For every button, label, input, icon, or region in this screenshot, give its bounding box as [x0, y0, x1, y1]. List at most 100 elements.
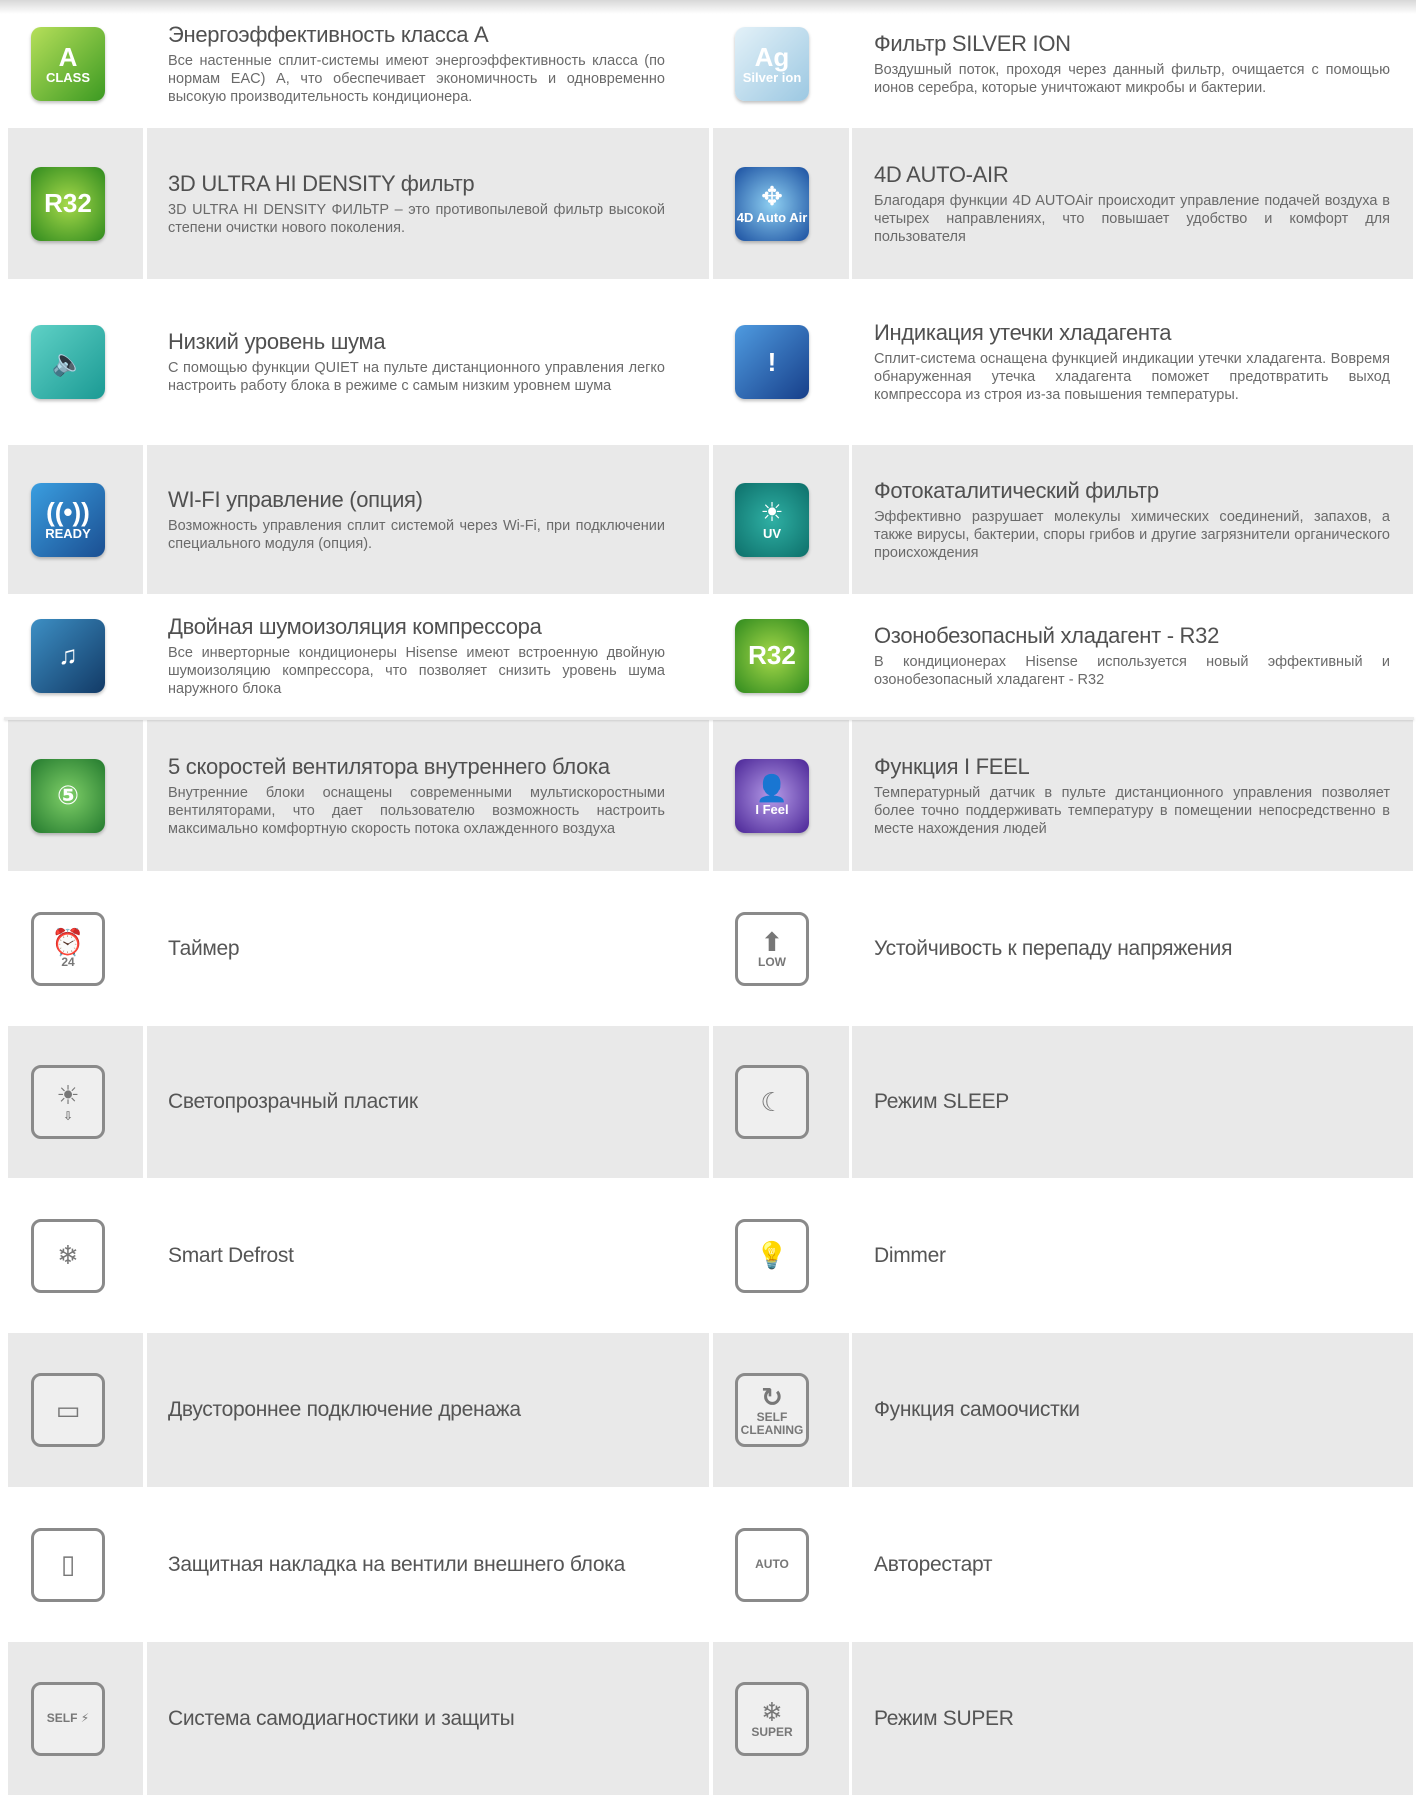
- icon-glyph: ▯: [60, 1549, 76, 1580]
- icon-label: LOW: [758, 955, 786, 970]
- feature-text-cell: [852, 1642, 1413, 1795]
- feature-text: Устойчивость к перепаду напряжения: [874, 871, 1390, 1026]
- icon-label: Silver ion: [742, 70, 802, 86]
- translucent-plastic-icon: ☀ ⇩: [31, 1065, 105, 1139]
- icon-glyph: 👤: [755, 773, 789, 804]
- icon-glyph: ✥: [761, 181, 783, 212]
- alarm-clock-timer-icon: ⏰ 24: [31, 911, 105, 986]
- feature-description: Возможность управления сплит системой че…: [168, 517, 665, 552]
- icon-glyph: ↻: [761, 1381, 783, 1412]
- icon-glyph: !: [767, 346, 777, 377]
- self-cleaning-icon: ↻ SELF CLEANING: [735, 1373, 809, 1447]
- feature-text-cell: [147, 1026, 709, 1178]
- silver-ion-filter-icon: Ag Silver ion: [735, 27, 809, 101]
- feature-text-cell: [852, 445, 1413, 594]
- icon-glyph: Ag: [754, 41, 790, 72]
- feature-description: Температурный датчик в пульте дистанцион…: [874, 784, 1390, 837]
- icon-glyph: ⑤: [56, 780, 79, 811]
- feature-text: Фильтр SILVER ION Воздушный поток, проход…: [874, 0, 1390, 128]
- feature-title: Функция самоочистки: [874, 1398, 1080, 1421]
- feature-text: Двойная шумоизоляция компрессора Все инве…: [168, 594, 665, 717]
- moon-sleep-icon: ☾: [735, 1065, 809, 1139]
- feature-text: Функция самоочистки: [874, 1333, 1390, 1487]
- icon-glyph: ((•)): [46, 497, 90, 528]
- feature-text: Защитная накладка на вентили внешнего бл…: [168, 1487, 665, 1642]
- feature-row: ▯ Защитная накладка на вентили внешнего б…: [0, 1487, 1416, 1642]
- r32-filter-icon: R32: [31, 166, 105, 241]
- feature-title: Низкий уровень шума: [168, 329, 386, 354]
- feature-text: Авторестарт: [874, 1487, 1390, 1642]
- icon-glyph: ☾: [760, 1086, 784, 1117]
- icon-label: 4D Auto Air: [736, 209, 808, 225]
- feature-title: Устойчивость к перепаду напряжения: [874, 936, 1233, 960]
- feature-title: 3D ULTRA HI DENSITY фильтр: [168, 170, 475, 196]
- feature-text-cell: [852, 1333, 1413, 1487]
- feature-title: Фотокаталитический фильтр: [874, 477, 1159, 503]
- light-bulb-icon: 💡: [735, 1218, 809, 1293]
- feature-description: Все инверторные кондиционеры Hisense име…: [168, 644, 665, 697]
- icon-label: SELF CLEANING: [740, 1410, 804, 1438]
- icon-label: I Feel: [755, 801, 789, 817]
- feature-row: ▭ Двустороннее подключение дренажа ↻ SELF C…: [0, 1333, 1416, 1487]
- feature-title: 4D AUTO-AIR: [874, 161, 1009, 187]
- feature-title: Функция I FEEL: [874, 753, 1030, 779]
- feature-title: Система самодиагностики и защиты: [168, 1706, 515, 1730]
- i-feel-icon: 👤 I Feel: [735, 758, 809, 833]
- feature-description: Все настенные сплит-системы имеют энерго…: [168, 53, 665, 105]
- feature-row: A CLASS Энергоэффективность класса А Все на…: [0, 0, 1416, 128]
- feature-text-cell: [852, 128, 1413, 279]
- icon-label: READY: [45, 525, 91, 541]
- fan-5-speed-icon: ⑤: [31, 758, 105, 833]
- feature-title: Двустороннее подключение дренажа: [168, 1398, 521, 1421]
- self-diagnosis-icon: SELF ⚡: [31, 1681, 105, 1756]
- icon-glyph: ☀: [760, 497, 784, 528]
- feature-title: Светопрозрачный пластик: [168, 1090, 418, 1113]
- icon-glyph: ❄: [761, 1696, 783, 1727]
- feature-text-cell: [147, 445, 709, 594]
- feature-row: R32 3D ULTRA HI DENSITY фильтр 3D ULTRA HI…: [0, 128, 1416, 279]
- feature-row: 🔈 Низкий уровень шума С помощью функции QU…: [0, 279, 1416, 445]
- feature-text: Функция I FEEL Температурный датчик в пул…: [874, 720, 1390, 871]
- section-divider: [4, 717, 1414, 720]
- auto-restart-icon: AUTO: [735, 1527, 809, 1602]
- feature-description: В кондиционерах Hisense используется нов…: [874, 653, 1390, 688]
- icon-label: SELF ⚡: [46, 1710, 90, 1725]
- energy-class-a-icon: A CLASS: [31, 27, 105, 101]
- feature-text: Dimmer: [874, 1178, 1390, 1333]
- valve-cover-icon: ▯: [31, 1527, 105, 1602]
- wifi-ready-icon: ((•)) READY: [31, 482, 105, 557]
- feature-description: Благодаря функции 4D AUTOAir происходит …: [874, 192, 1390, 245]
- r32-refrigerant-icon: R32: [735, 618, 809, 693]
- feature-row: SELF ⚡ Система самодиагностики и защиты ❄ S…: [0, 1642, 1416, 1795]
- uv-photocatalytic-icon: ☀ UV: [735, 482, 809, 557]
- feature-text-cell: [147, 1642, 709, 1795]
- icon-label: UV: [762, 525, 782, 541]
- feature-text: 3D ULTRA HI DENSITY фильтр 3D ULTRA HI DE…: [168, 128, 665, 279]
- feature-row: ⏰ 24 Таймер ⬆ LOW Устойчивость к перепаду нап…: [0, 871, 1416, 1026]
- icon-glyph: R32: [44, 188, 92, 219]
- icon-glyph: ⬆: [761, 926, 783, 957]
- feature-text-cell: [852, 1026, 1413, 1178]
- feature-title: Smart Defrost: [168, 1243, 294, 1267]
- feature-text: Озонобезопасный хладагент - R32 В кондици…: [874, 594, 1390, 717]
- auto-air-4d-icon: ✥ 4D Auto Air: [735, 166, 809, 241]
- feature-title: Индикация утечки хладагента: [874, 320, 1172, 345]
- feature-text-cell: [852, 720, 1413, 871]
- feature-row: ⑤ 5 скоростей вентилятора внутреннего бло…: [0, 720, 1416, 871]
- icon-label: SUPER: [751, 1725, 793, 1740]
- compressor-insulation-icon: ♫: [31, 618, 105, 693]
- feature-row: ❄ Smart Defrost 💡 Dimmer: [0, 1178, 1416, 1333]
- icon-glyph: A: [58, 41, 78, 72]
- drainage-icon: ▭: [31, 1373, 105, 1447]
- refrigerant-leak-icon: !: [735, 325, 809, 399]
- feature-text-cell: [147, 128, 709, 279]
- feature-title: Двойная шумоизоляция компрессора: [168, 613, 542, 639]
- feature-title: Таймер: [168, 936, 240, 960]
- feature-text: Система самодиагностики и защиты: [168, 1642, 665, 1795]
- feature-row: ☀ ⇩ Светопрозрачный пластик ☾ Режим SLEEP: [0, 1026, 1416, 1178]
- icon-glyph: ☀: [56, 1080, 80, 1111]
- feature-title: Dimmer: [874, 1243, 946, 1267]
- feature-description: Воздушный поток, проходя через данный фи…: [874, 62, 1390, 96]
- feature-title: Фильтр SILVER ION: [874, 31, 1071, 56]
- feature-title: Энергоэффективность класса А: [168, 22, 489, 47]
